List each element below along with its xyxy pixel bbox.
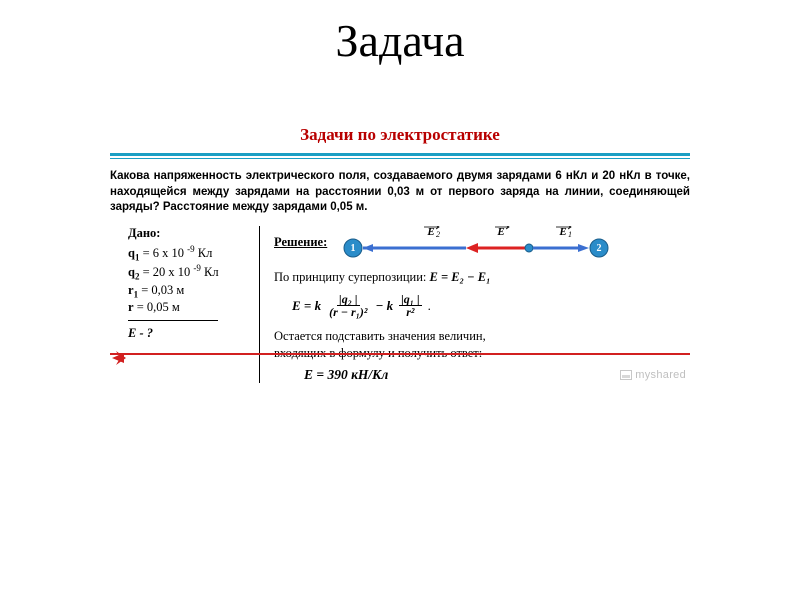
given-row: q2 = 20 x 10 -9 Кл [128, 263, 249, 282]
svg-text:1: 1 [568, 230, 572, 239]
solution-header: Решение: [274, 235, 327, 250]
page-title: Задача [0, 0, 800, 67]
watermark: myshared [620, 369, 686, 381]
given-rule [128, 320, 218, 321]
node-1-label: 1 [351, 243, 356, 254]
watermark-icon [620, 370, 632, 380]
svg-text:E: E [559, 226, 567, 238]
given-row: q1 = 6 x 10 -9 Кл [128, 244, 249, 263]
superposition-line: По принципу суперпозиции: E = E₂ − E₁ [274, 270, 690, 285]
section-title: Задачи по электростатике [110, 125, 690, 145]
given-header: Дано: [128, 226, 249, 241]
svg-text:2: 2 [436, 230, 440, 239]
given-row: r1 = 0,03 м [128, 283, 249, 300]
given-unknown: E - ? [128, 326, 249, 341]
note-line-1: Остается подставить значения величин, [274, 329, 690, 344]
svg-text:2: 2 [597, 243, 602, 254]
given-row: r = 0,05 м [128, 300, 249, 315]
svg-text:E: E [427, 226, 435, 238]
slide-content: Задачи по электростатике Какова напряжен… [110, 125, 690, 383]
problem-statement: Какова напряженность электрического поля… [110, 169, 690, 216]
svg-text:E: E [497, 226, 505, 238]
title-rule [110, 153, 690, 159]
formula: E = k |q₂ | (r − r₁)² − k |q₁ | r² . [292, 293, 690, 319]
vector-diagram: 1 E 2 E E 1 [341, 226, 611, 260]
bottom-rule [110, 351, 690, 365]
